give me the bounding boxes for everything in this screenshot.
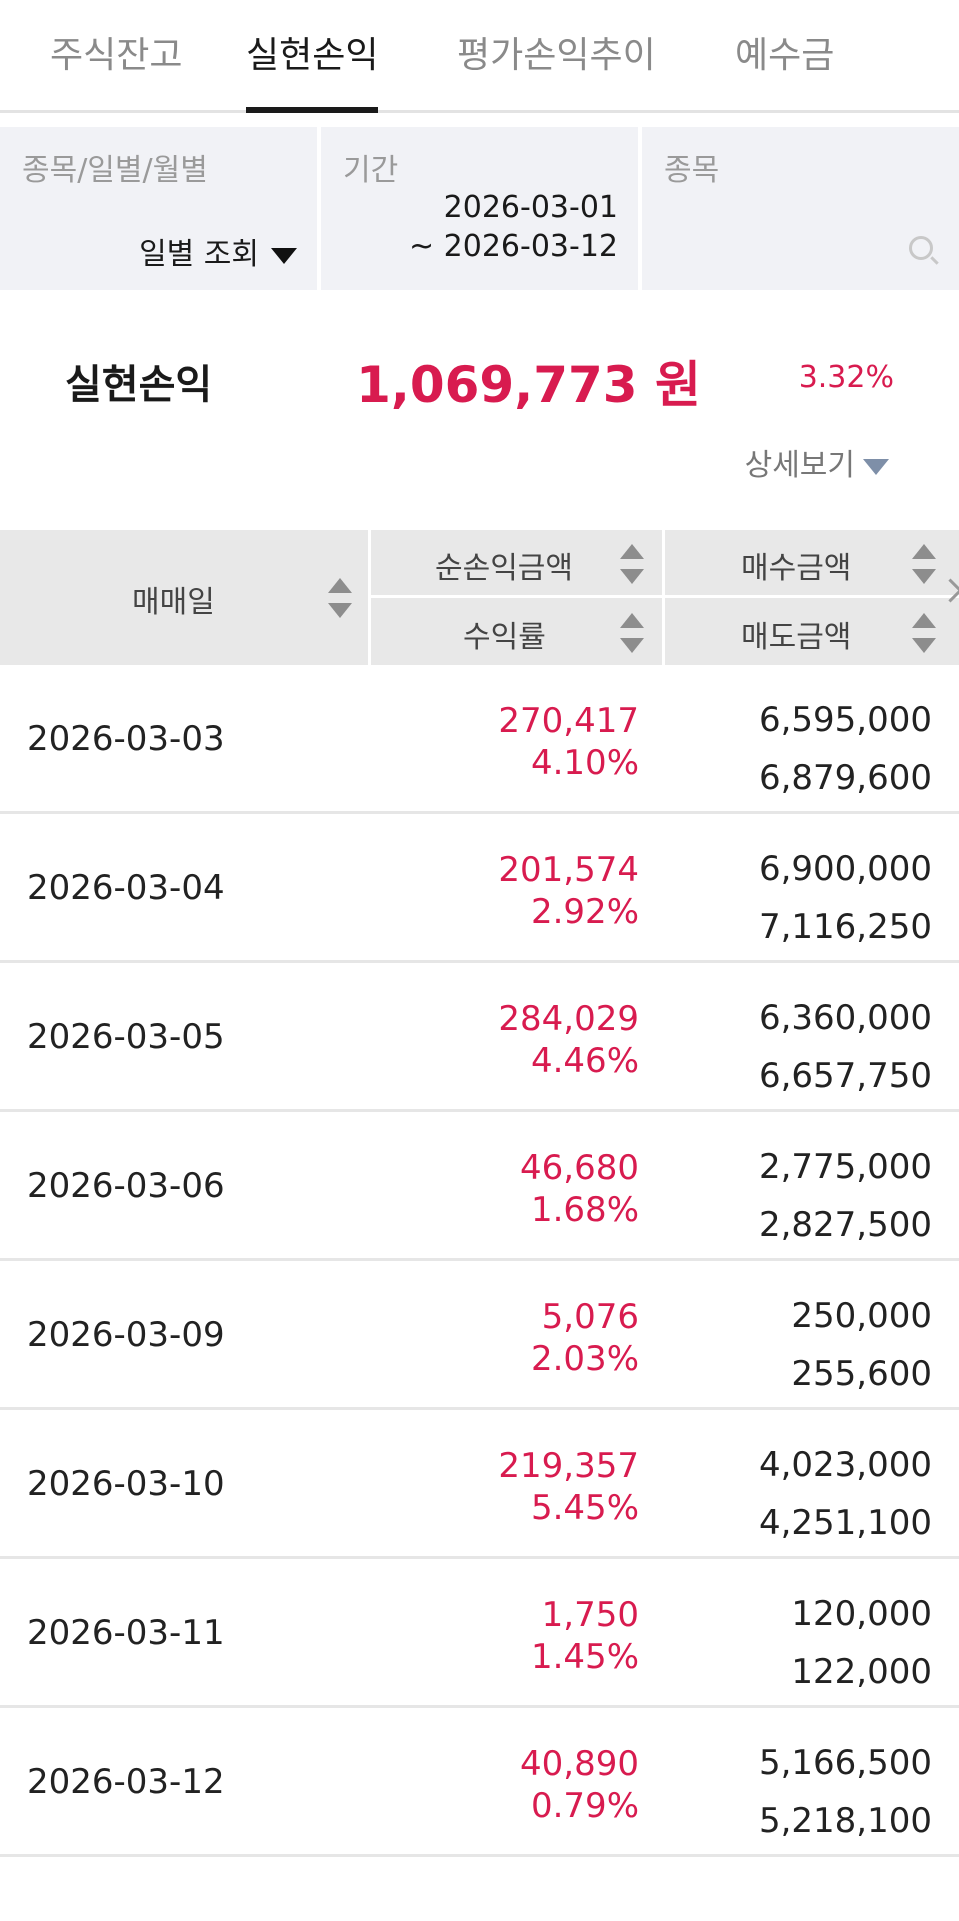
header-net-pnl[interactable]: 순손익금액 xyxy=(435,551,573,586)
row-sell-amount: 2,827,500 xyxy=(758,1205,932,1245)
row-net-pnl: 270,417 xyxy=(498,701,639,741)
row-pnl-block: 284,029 4.46% xyxy=(498,998,639,1082)
row-return-rate: 1.68% xyxy=(530,1190,639,1230)
realized-pnl-summary: 실현손익 1,069,773 원 3.32% 상세보기 xyxy=(0,290,959,530)
stock-label: 종목 xyxy=(664,153,720,188)
row-pnl-block: 201,574 2.92% xyxy=(498,849,639,933)
detail-view-button[interactable]: 상세보기 xyxy=(745,440,889,484)
row-pnl-block: 219,357 5.45% xyxy=(498,1445,639,1529)
stock-filter[interactable]: 종목 xyxy=(642,127,959,290)
row-return-rate: 1.45% xyxy=(530,1637,639,1677)
detail-view-label: 상세보기 xyxy=(744,448,855,483)
table-row[interactable]: 2026-03-05 284,029 4.46% 6,360,000 6,657,… xyxy=(0,963,959,1112)
row-sell-amount: 255,600 xyxy=(791,1354,932,1394)
header-return-rate[interactable]: 수익률 xyxy=(463,620,546,655)
sort-icon[interactable] xyxy=(620,613,644,653)
row-sell-amount: 7,116,250 xyxy=(758,907,932,947)
row-date: 2026-03-03 xyxy=(27,719,225,759)
row-sell-amount: 6,657,750 xyxy=(758,1056,932,1096)
sort-icon[interactable] xyxy=(328,578,352,618)
view-mode-select[interactable]: 일별 조회 xyxy=(139,229,297,273)
period-end: ~ 2026-03-12 xyxy=(408,229,618,264)
view-mode-filter[interactable]: 종목/일별/월별 일별 조회 xyxy=(0,127,317,290)
header-sell-amount[interactable]: 매도금액 xyxy=(741,620,852,655)
row-pnl-block: 5,076 2.03% xyxy=(531,1296,639,1380)
header-date[interactable]: 매매일 xyxy=(132,585,215,620)
row-date: 2026-03-09 xyxy=(27,1315,225,1355)
row-net-pnl: 1,750 xyxy=(541,1595,639,1635)
row-date: 2026-03-12 xyxy=(27,1762,225,1802)
header-buy-amount[interactable]: 매수금액 xyxy=(741,551,852,586)
row-net-pnl: 5,076 xyxy=(541,1297,639,1337)
table-row[interactable]: 2026-03-11 1,750 1.45% 120,000 122,000 xyxy=(0,1559,959,1708)
period-start: 2026-03-01 xyxy=(443,190,618,225)
row-pnl-block: 270,417 4.10% xyxy=(498,700,639,784)
row-pnl-block: 1,750 1.45% xyxy=(531,1594,639,1678)
row-net-pnl: 201,574 xyxy=(498,850,639,890)
header-divider xyxy=(371,595,959,598)
row-buy-amount: 250,000 xyxy=(791,1296,932,1336)
row-return-rate: 4.46% xyxy=(530,1041,639,1081)
sort-icon[interactable] xyxy=(912,613,936,653)
table-row[interactable]: 2026-03-09 5,076 2.03% 250,000 255,600 xyxy=(0,1261,959,1410)
tab-valuation-trend[interactable]: 평가손익추이 xyxy=(457,35,656,76)
table-header: 매매일 순손익금액 수익률 매수금액 매도금액 xyxy=(0,530,959,665)
table-row[interactable]: 2026-03-04 201,574 2.92% 6,900,000 7,116,… xyxy=(0,814,959,963)
row-net-pnl: 40,890 xyxy=(520,1744,639,1784)
row-pnl-block: 40,890 0.79% xyxy=(520,1743,639,1827)
row-sell-amount: 6,879,600 xyxy=(758,758,932,798)
row-return-rate: 2.03% xyxy=(530,1339,639,1379)
summary-rate: 3.32% xyxy=(798,360,894,395)
tab-bar: 주식잔고 실현손익 평가손익추이 예수금 xyxy=(0,0,959,113)
row-buy-amount: 6,360,000 xyxy=(758,998,932,1038)
table-row[interactable]: 2026-03-10 219,357 5.45% 4,023,000 4,251,… xyxy=(0,1410,959,1559)
row-buy-amount: 6,595,000 xyxy=(758,700,932,740)
sort-icon[interactable] xyxy=(620,544,644,584)
row-buy-amount: 5,166,500 xyxy=(758,1743,932,1783)
row-net-pnl: 284,029 xyxy=(498,999,639,1039)
view-mode-value: 일별 조회 xyxy=(139,237,259,272)
chevron-right-icon[interactable] xyxy=(938,578,959,603)
tab-realized-pnl[interactable]: 실현손익 xyxy=(246,26,379,113)
row-sell-amount: 4,251,100 xyxy=(758,1503,932,1543)
search-icon[interactable] xyxy=(909,236,933,260)
period-label: 기간 xyxy=(343,153,399,188)
table-row[interactable]: 2026-03-12 40,890 0.79% 5,166,500 5,218,1… xyxy=(0,1708,959,1857)
view-mode-label: 종목/일별/월별 xyxy=(22,153,208,188)
filter-bar: 종목/일별/월별 일별 조회 기간 2026-03-01 ~ 2026-03-1… xyxy=(0,127,959,290)
tab-stock-balance[interactable]: 주식잔고 xyxy=(50,35,183,76)
row-return-rate: 0.79% xyxy=(530,1786,639,1826)
row-buy-amount: 2,775,000 xyxy=(758,1147,932,1187)
triangle-down-icon xyxy=(863,458,889,475)
caret-down-icon xyxy=(271,247,297,264)
row-date: 2026-03-11 xyxy=(27,1613,225,1653)
row-buy-amount: 120,000 xyxy=(791,1594,932,1634)
row-net-pnl: 46,680 xyxy=(520,1148,639,1188)
tab-deposit[interactable]: 예수금 xyxy=(735,35,835,76)
row-return-rate: 5.45% xyxy=(530,1488,639,1528)
row-date: 2026-03-05 xyxy=(27,1017,225,1057)
row-pnl-block: 46,680 1.68% xyxy=(520,1147,639,1231)
row-net-pnl: 219,357 xyxy=(498,1446,639,1486)
period-filter[interactable]: 기간 2026-03-01 ~ 2026-03-12 xyxy=(321,127,638,290)
row-return-rate: 4.10% xyxy=(530,743,639,783)
table-body: 2026-03-03 270,417 4.10% 6,595,000 6,879,… xyxy=(0,665,959,1857)
table-row[interactable]: 2026-03-03 270,417 4.10% 6,595,000 6,879,… xyxy=(0,665,959,814)
row-sell-amount: 122,000 xyxy=(791,1652,932,1692)
summary-label: 실현손익 xyxy=(65,362,213,408)
row-date: 2026-03-06 xyxy=(27,1166,225,1206)
row-return-rate: 2.92% xyxy=(530,892,639,932)
table-row[interactable]: 2026-03-06 46,680 1.68% 2,775,000 2,827,5… xyxy=(0,1112,959,1261)
row-date: 2026-03-10 xyxy=(27,1464,225,1504)
row-sell-amount: 5,218,100 xyxy=(758,1801,932,1841)
row-date: 2026-03-04 xyxy=(27,868,225,908)
sort-icon[interactable] xyxy=(912,544,936,584)
row-buy-amount: 4,023,000 xyxy=(758,1445,932,1485)
header-divider xyxy=(368,530,371,665)
row-buy-amount: 6,900,000 xyxy=(758,849,932,889)
summary-amount: 1,069,773 원 xyxy=(356,356,701,414)
